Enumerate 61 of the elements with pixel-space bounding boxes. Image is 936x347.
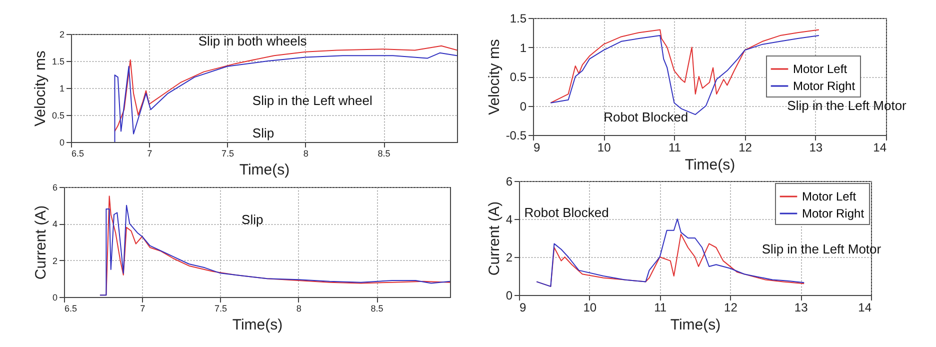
- x-tick-label: 7.5: [222, 148, 234, 158]
- annotation: Slip in the Left Motor: [762, 241, 882, 256]
- y-tick-label: 0: [52, 292, 58, 302]
- legend-label: Motor Left: [793, 62, 848, 76]
- x-axis-title: Time(s): [239, 162, 290, 178]
- x-tick-label: 12: [724, 300, 738, 314]
- y-tick-label: 0.5: [510, 70, 527, 84]
- x-axis-title: Time(s): [670, 316, 721, 334]
- x-tick-label: 6.5: [72, 148, 84, 158]
- y-axis-title: Velocity ms: [32, 50, 49, 126]
- y-tick-label: 1.5: [52, 56, 64, 66]
- legend-label: Motor Right: [802, 206, 865, 220]
- y-axis-title: Current (A): [486, 201, 503, 276]
- y-tick-label: 0: [520, 99, 527, 114]
- y-tick-label: 1: [520, 40, 527, 55]
- y-tick-label: 6: [506, 174, 513, 188]
- line-series: [114, 52, 457, 142]
- annotation: Slip in both wheels: [198, 34, 308, 49]
- y-tick-label: 2: [506, 250, 513, 264]
- x-tick-label: 12: [738, 140, 752, 154]
- y-tick-label: 1: [59, 84, 64, 94]
- annotation: Slip in the Left Motor: [787, 98, 908, 113]
- x-tick-label: 14: [873, 140, 887, 154]
- x-tick-label: 14: [858, 300, 872, 314]
- y-tick-label: 0.5: [52, 110, 64, 120]
- x-tick-label: 8.5: [370, 304, 384, 314]
- legend-label: Motor Right: [793, 78, 856, 93]
- y-tick-label: 0: [506, 288, 513, 302]
- annotation: Slip in the Left wheel: [252, 92, 372, 108]
- x-tick-label: 8.5: [378, 148, 390, 158]
- x-tick-label: 8: [296, 304, 302, 314]
- x-axis-title: Time(s): [684, 156, 736, 174]
- x-tick-label: 13: [794, 300, 808, 314]
- x-tick-label: 13: [809, 140, 823, 154]
- y-tick-label: 4: [506, 212, 513, 226]
- x-tick-label: 9: [534, 140, 540, 154]
- y-tick-label: 2: [52, 256, 58, 266]
- y-tick-label: -0.5: [506, 128, 527, 142]
- y-tick-label: 0: [59, 138, 64, 148]
- x-tick-label: 10: [583, 300, 597, 314]
- y-tick-label: 6: [52, 182, 58, 192]
- y-axis-title: Velocity ms: [486, 39, 503, 115]
- y-tick-label: 1.5: [510, 12, 527, 26]
- y-tick-label: 4: [52, 219, 58, 230]
- x-tick-label: 10: [597, 140, 612, 154]
- legend-label: Motor Left: [802, 190, 857, 204]
- x-tick-label: 11: [654, 300, 667, 314]
- y-tick-label: 2: [59, 30, 64, 40]
- annotation: Slip: [242, 212, 264, 227]
- x-axis-title: Time(s): [232, 316, 283, 334]
- x-tick-label: 9: [520, 300, 526, 314]
- x-tick-label: 8: [303, 148, 308, 158]
- x-tick-label: 11: [668, 140, 682, 154]
- x-tick-label: 7.5: [214, 304, 228, 314]
- y-axis-title: Current (A): [32, 205, 50, 280]
- x-tick-label: 7: [147, 148, 152, 158]
- x-tick-label: 6.5: [64, 304, 78, 314]
- annotation: Robot Blocked: [604, 109, 688, 124]
- x-tick-label: 7: [140, 304, 146, 314]
- annotation: Slip: [252, 125, 274, 140]
- annotation: Robot Blocked: [524, 204, 609, 220]
